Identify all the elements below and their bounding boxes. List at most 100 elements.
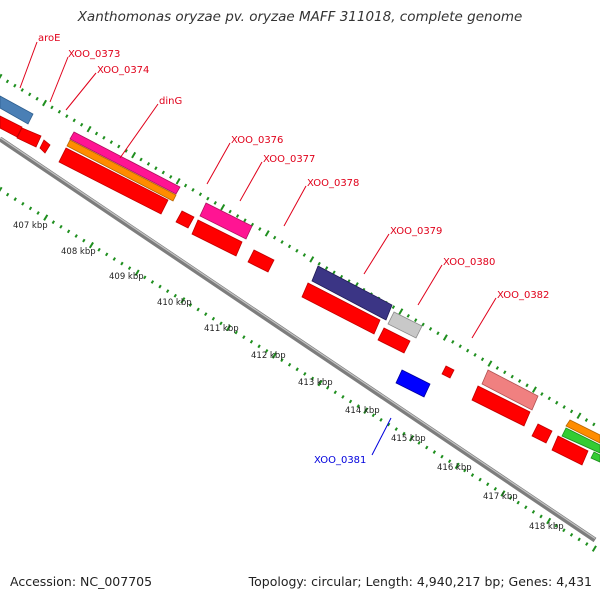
kbp-label: 412 kbp xyxy=(251,351,286,361)
tick-dot xyxy=(333,390,337,395)
feature-arrow-red[interactable] xyxy=(301,282,381,335)
genome-backbone xyxy=(0,136,597,543)
gene-label-XOO_0380[interactable]: XOO_0380 xyxy=(443,257,495,268)
feature-arrow-red[interactable] xyxy=(175,210,195,229)
feature-arrow-XOO_0380[interactable] xyxy=(387,311,423,339)
kbp-label: 415 kbp xyxy=(391,434,426,444)
feature-arrow-red[interactable] xyxy=(58,147,169,215)
feature-arrow-red[interactable] xyxy=(471,385,531,427)
feature-arrow-red[interactable] xyxy=(0,115,23,138)
feature-arrow-red[interactable] xyxy=(531,423,553,444)
feature-arrow-orange[interactable] xyxy=(565,419,600,444)
tick-dot xyxy=(134,269,140,277)
feature-arrow-red[interactable] xyxy=(39,139,51,154)
tick-dot xyxy=(183,183,188,188)
tick-dot xyxy=(569,409,574,414)
tick-dot xyxy=(546,517,552,525)
tick-dot xyxy=(473,353,477,357)
kbp-label: 417 kbp xyxy=(483,492,518,502)
feature-arrow-XOO_0381[interactable] xyxy=(395,369,431,398)
gene-label-XOO_0378[interactable]: XOO_0378 xyxy=(307,178,359,189)
gene-label-XOO_0379[interactable]: XOO_0379 xyxy=(390,226,442,237)
tick-dot xyxy=(562,528,566,533)
feature-arrow-red[interactable] xyxy=(16,127,42,148)
feature-arrow-dinG[interactable] xyxy=(69,131,181,195)
topology-summary-text: Topology: circular; Length: 4,940,217 bp… xyxy=(248,574,592,589)
tick-dot xyxy=(150,280,155,284)
label-callout-lines xyxy=(19,41,497,456)
gene-label-aroE[interactable]: aroE xyxy=(38,33,60,44)
feature-arrow-XOO_0376[interactable] xyxy=(199,202,253,240)
tick-dot xyxy=(517,379,522,383)
gene-features xyxy=(0,95,600,466)
kbp-label: 418 kbp xyxy=(529,522,564,532)
tick-dot xyxy=(154,166,158,171)
tick-dot xyxy=(539,514,543,519)
gene-label-XOO_0374[interactable]: XOO_0374 xyxy=(97,65,149,76)
tick-dot xyxy=(425,445,429,450)
tick-dot xyxy=(562,405,566,409)
tick-dot xyxy=(500,490,506,497)
tick-dot xyxy=(258,227,262,231)
feature-arrow-orange[interactable] xyxy=(66,139,177,202)
tick-dot xyxy=(165,289,170,294)
gene-label-XOO_0373[interactable]: XOO_0373 xyxy=(68,49,120,60)
tick-dot xyxy=(249,339,254,344)
feature-arrow-red[interactable] xyxy=(441,365,455,379)
tick-dot xyxy=(143,275,147,280)
kbp-label: 409 kbp xyxy=(109,272,144,282)
gene-label-XOO_0376[interactable]: XOO_0376 xyxy=(231,135,283,146)
kbp-label: 411 kbp xyxy=(204,324,239,334)
tick-dot xyxy=(508,496,513,500)
feature-arrow-XOO_0382[interactable] xyxy=(481,369,539,411)
gene-label-XOO_0377[interactable]: XOO_0377 xyxy=(263,154,315,165)
tick-dot xyxy=(394,427,398,431)
tick-dot xyxy=(66,229,71,234)
tick-dot xyxy=(363,407,369,414)
gene-label-dinG[interactable]: dinG xyxy=(159,96,182,107)
tick-dot xyxy=(432,450,437,454)
tick-dot xyxy=(480,357,485,362)
tick-dot xyxy=(188,303,193,307)
kbp-label: 408 kbp xyxy=(61,247,96,257)
kbp-label: 416 kbp xyxy=(437,463,472,473)
tick-dot xyxy=(486,482,490,487)
tick-dot xyxy=(447,459,452,464)
feature-arrow-aroE[interactable] xyxy=(0,95,34,125)
tick-dot xyxy=(206,196,210,201)
gene-label-XOO_0382[interactable]: XOO_0382 xyxy=(497,290,549,301)
tick-dot xyxy=(510,374,514,379)
kbp-label: 413 kbp xyxy=(298,378,333,388)
feature-arrow-XOO_0377[interactable] xyxy=(191,219,243,257)
tick-dot xyxy=(478,477,482,482)
tick-dot xyxy=(74,234,78,238)
gene-label-XOO_0381[interactable]: XOO_0381 xyxy=(314,455,366,466)
tick-dot xyxy=(303,372,307,376)
tick-dot xyxy=(531,386,537,393)
tick-dot xyxy=(440,454,444,459)
tick-dot xyxy=(88,241,94,249)
tick-dot xyxy=(175,177,181,185)
tick-dot xyxy=(36,211,40,215)
tick-dot xyxy=(59,224,63,229)
feature-arrow-XOO_0379[interactable] xyxy=(311,265,393,321)
feature-arrow-green[interactable] xyxy=(590,451,600,463)
feature-arrow-green[interactable] xyxy=(561,427,600,454)
tick-dot xyxy=(127,266,132,271)
tick-dot xyxy=(180,297,186,304)
feature-arrow-red[interactable] xyxy=(551,435,589,466)
feature-arrow-red[interactable] xyxy=(377,327,411,354)
tick-dot xyxy=(406,313,410,318)
tick-dot xyxy=(584,418,589,422)
tick-dot xyxy=(50,105,54,110)
tick-dot xyxy=(280,240,284,244)
tick-dot xyxy=(463,468,467,473)
tick-dot xyxy=(131,151,137,159)
feature-arrow-XOO_0378[interactable] xyxy=(247,249,275,273)
tick-dot xyxy=(220,204,226,211)
tick-dot xyxy=(57,109,62,114)
tick-dot xyxy=(569,532,574,537)
map-title: Xanthomonas oryzae pv. oryzae MAFF 31101… xyxy=(77,9,523,25)
tick-dot xyxy=(585,542,589,546)
